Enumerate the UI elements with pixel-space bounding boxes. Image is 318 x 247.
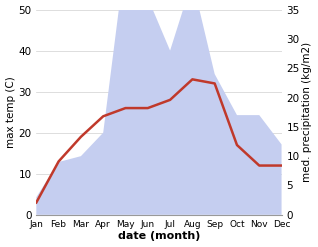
Y-axis label: med. precipitation (kg/m2): med. precipitation (kg/m2) — [302, 42, 313, 182]
X-axis label: date (month): date (month) — [118, 231, 200, 242]
Y-axis label: max temp (C): max temp (C) — [5, 76, 16, 148]
